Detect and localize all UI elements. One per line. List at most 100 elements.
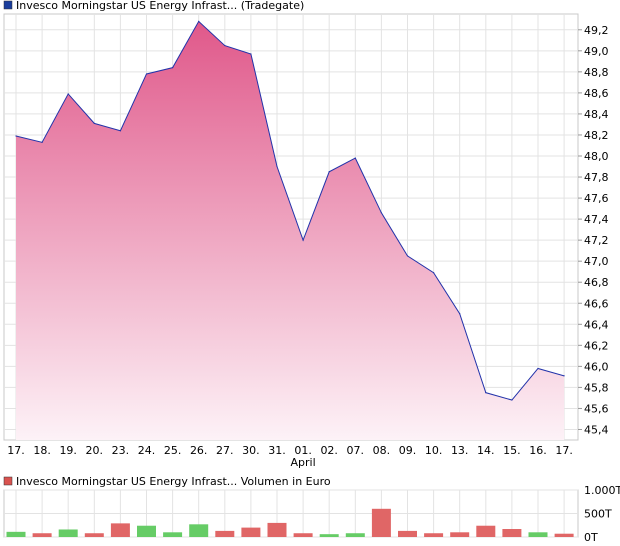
volume-y-axis: 0T 500T 1.000T (584, 484, 620, 544)
x-tick-label: 14. (477, 444, 495, 457)
price-point (511, 399, 513, 401)
x-tick-label: 17. (555, 444, 573, 457)
x-tick-label: 31. (268, 444, 286, 457)
y-tick-label: 48,8 (584, 66, 609, 79)
price-point (485, 392, 487, 394)
price-point (276, 165, 278, 168)
x-tick-label: 17. (7, 444, 25, 457)
x-tick-label: 23. (112, 444, 130, 457)
price-point (93, 122, 95, 124)
month-label: April (291, 456, 316, 469)
x-tick-label: 01. (294, 444, 312, 457)
price-point (537, 367, 539, 370)
volume-bar (345, 533, 365, 537)
volume-bar (163, 532, 183, 537)
price-point (354, 157, 356, 159)
price-point (459, 313, 461, 315)
y-tick-label: 47,4 (584, 213, 609, 226)
y-tick-label: 47,8 (584, 171, 609, 184)
x-tick-label: 10. (425, 444, 443, 457)
x-tick-label: 20. (86, 444, 104, 457)
y-tick-label: 46,8 (584, 276, 609, 289)
y-tick-label: 48,0 (584, 150, 609, 163)
price-point (119, 130, 121, 132)
y-tick-label: 47,0 (584, 255, 609, 268)
price-point (15, 135, 17, 137)
price-point (224, 44, 226, 47)
volume-bar (189, 524, 209, 537)
y-tick-label: 47,6 (584, 192, 609, 205)
price-point (67, 93, 69, 95)
y-tick-label: 45,4 (584, 423, 609, 436)
price-point (145, 73, 148, 75)
x-tick-label: 18. (33, 444, 51, 457)
price-point (41, 141, 43, 143)
volume-bar (293, 533, 313, 537)
y-tick-label: 49,0 (584, 45, 609, 58)
volume-bar (528, 532, 548, 537)
price-point (563, 375, 565, 377)
volume-grid (3, 489, 579, 538)
price-point (302, 239, 304, 241)
y-tick-label: 48,6 (584, 87, 609, 100)
price-point (433, 272, 435, 274)
x-tick-label: 07. (347, 444, 365, 457)
price-line (15, 20, 565, 401)
price-legend-label: Invesco Morningstar US Energy Infrast...… (16, 0, 304, 12)
volume-bar (398, 530, 417, 537)
volume-bar (137, 525, 156, 537)
price-point (406, 255, 409, 257)
y-tick-label: 46,2 (584, 339, 609, 352)
y-tick-label: 46,4 (584, 318, 609, 331)
volume-bar (319, 534, 339, 537)
volume-bars (6, 508, 574, 537)
x-tick-label: 02. (320, 444, 338, 457)
volume-y-tick-label: 1.000T (584, 484, 620, 497)
volume-legend-swatch (3, 476, 13, 486)
volume-bar (110, 523, 130, 537)
volume-bar (554, 533, 574, 537)
volume-bar (371, 508, 391, 537)
y-tick-label: 49,2 (584, 24, 609, 37)
volume-bar (267, 522, 287, 537)
volume-bar (215, 530, 235, 537)
volume-bar (502, 529, 522, 537)
price-point (172, 67, 174, 69)
x-tick-label: 09. (399, 444, 417, 457)
volume-bar (84, 533, 104, 537)
price-legend-swatch (3, 0, 13, 10)
y-tick-label: 48,2 (584, 129, 609, 142)
y-tick-label: 47,2 (584, 234, 609, 247)
price-y-axis: 45,4 45,6 45,8 46,0 46,2 46,4 46,6 46,8 47,0 47,2… (584, 24, 609, 437)
price-point (198, 20, 200, 22)
volume-legend-label: Invesco Morningstar US Energy Infrast...… (16, 475, 331, 488)
price-x-axis: 17. 18. 19. 20. 23. 24. 25. 26. 27. 30. 31. 01. 02. 0… (7, 444, 573, 469)
x-tick-label: 08. (373, 444, 391, 457)
x-tick-label: 13. (451, 444, 469, 457)
price-chart: Invesco Morningstar US Energy Infrast...… (3, 0, 609, 469)
x-tick-label: 27. (216, 444, 234, 457)
price-area-fill (16, 21, 565, 440)
y-tick-label: 48,4 (584, 108, 609, 121)
x-tick-label: 19. (59, 444, 77, 457)
x-tick-label: 26. (190, 444, 208, 457)
y-tick-label: 46,6 (584, 297, 609, 310)
volume-y-tick-label: 0T (584, 531, 598, 544)
x-tick-label: 16. (529, 444, 547, 457)
y-tick-label: 45,6 (584, 402, 609, 415)
volume-bar (476, 525, 496, 537)
volume-bar (32, 533, 52, 537)
x-tick-label: 15. (503, 444, 521, 457)
price-point (328, 171, 330, 173)
volume-bar (241, 527, 261, 537)
y-tick-label: 46,0 (584, 360, 609, 373)
price-point (250, 53, 252, 55)
volume-bar (6, 531, 26, 537)
volume-bar (58, 529, 78, 537)
price-point (380, 212, 382, 214)
volume-y-tick-label: 500T (584, 508, 612, 521)
price-area (15, 20, 565, 440)
x-tick-label: 24. (138, 444, 156, 457)
volume-bar (424, 533, 444, 537)
y-tick-label: 45,8 (584, 381, 609, 394)
